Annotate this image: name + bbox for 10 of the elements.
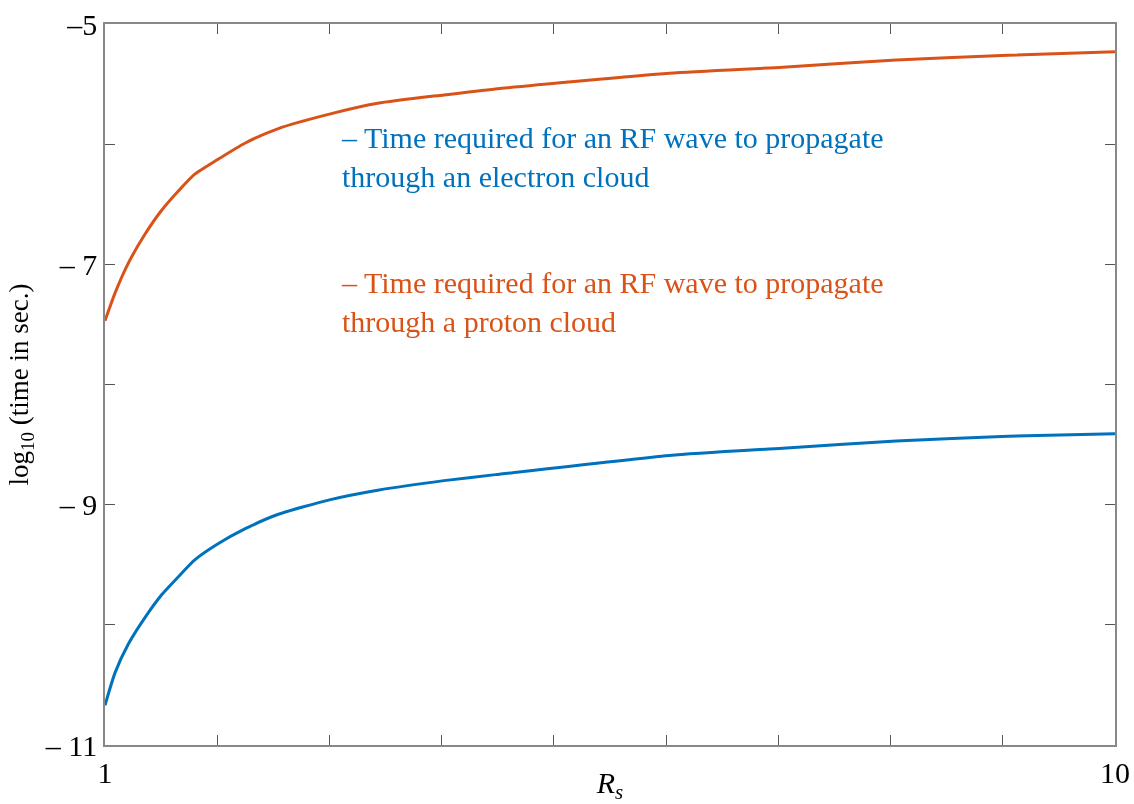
x-tick-label: 10	[1100, 755, 1130, 789]
y-tick-label: – 7	[58, 247, 98, 281]
line-series	[105, 432, 1115, 707]
y-tick-label: – 11	[44, 728, 98, 762]
y-tick-label: –5	[66, 7, 98, 41]
x-axis-title: R$_{s}$	[595, 765, 624, 804]
y-tick-label: – 9	[58, 488, 98, 522]
x-tick-label: 1	[97, 755, 113, 789]
text: – Time required for an RF wave to propagate through an electron cloud	[341, 121, 884, 193]
text: – Time required for an RF wave to propagate through a proton cloud	[341, 266, 884, 338]
